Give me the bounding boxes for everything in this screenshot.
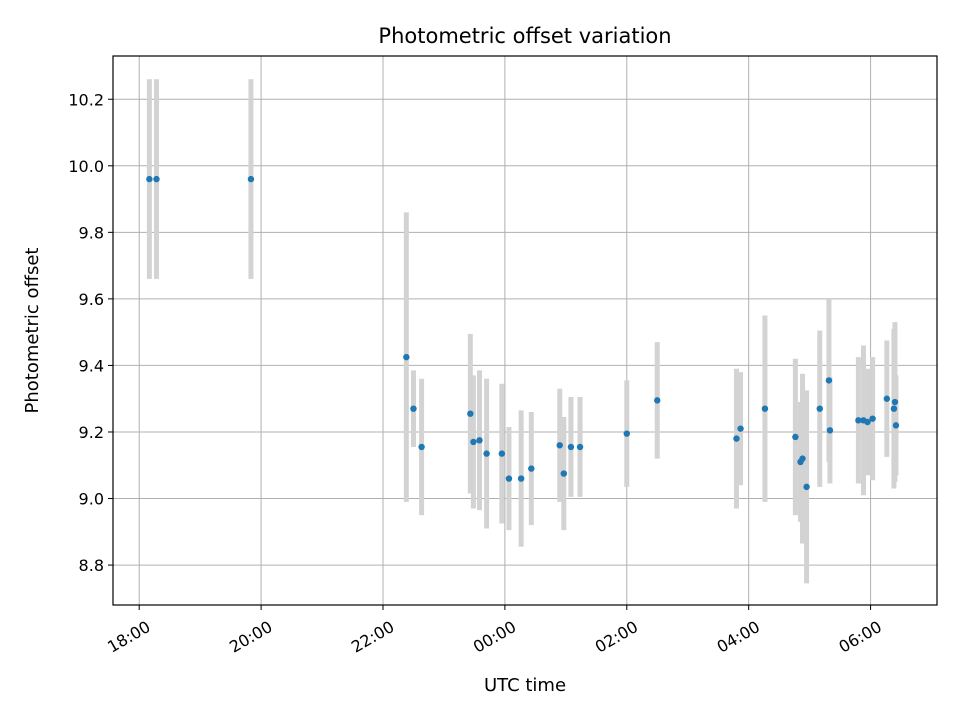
data-point xyxy=(567,443,575,451)
y-tick-label: 8.8 xyxy=(79,556,104,575)
data-point xyxy=(498,450,506,457)
data-point xyxy=(654,397,661,404)
data-point xyxy=(792,433,799,441)
grid xyxy=(113,56,937,605)
y-tick-label: 10.2 xyxy=(68,90,104,109)
data-point xyxy=(864,418,871,426)
y-tick-label: 9.0 xyxy=(79,490,104,509)
data-point xyxy=(476,437,483,444)
data-point xyxy=(892,422,900,429)
data-point xyxy=(883,395,891,402)
data-point xyxy=(560,470,568,477)
data-point xyxy=(247,175,255,183)
x-axis-label: UTC time xyxy=(484,675,566,696)
data-point xyxy=(505,475,513,482)
data-point xyxy=(410,405,417,412)
y-tick-label: 9.6 xyxy=(79,290,104,309)
data-point xyxy=(803,483,810,491)
data-point xyxy=(825,377,833,384)
data-point xyxy=(869,415,876,422)
y-tick-label: 9.8 xyxy=(79,223,104,242)
data-point xyxy=(826,427,834,434)
data-point xyxy=(816,405,823,412)
data-point xyxy=(891,398,899,406)
y-axis-label: Photometric offset xyxy=(22,248,43,414)
data-point xyxy=(528,465,535,472)
data-point xyxy=(556,442,563,449)
data-point xyxy=(737,425,744,432)
data-point xyxy=(623,430,630,437)
data-point xyxy=(890,405,898,412)
data-point xyxy=(576,443,584,451)
data-point xyxy=(146,175,153,183)
y-tick-label: 9.4 xyxy=(79,356,104,375)
data-point xyxy=(761,405,769,412)
data-point xyxy=(855,417,862,424)
data-point xyxy=(403,353,410,361)
data-point xyxy=(799,455,806,462)
data-point xyxy=(153,175,160,183)
data-point xyxy=(733,435,740,442)
data-point xyxy=(470,438,477,446)
y-tick-label: 9.2 xyxy=(79,423,104,442)
chart-title: Photometric offset variation xyxy=(378,24,671,48)
y-tick-label: 10.0 xyxy=(68,157,104,176)
data-point xyxy=(467,410,474,417)
data-point xyxy=(483,450,490,457)
plot-area-frame xyxy=(112,55,938,606)
data-point xyxy=(517,475,525,482)
data-point xyxy=(418,443,425,451)
data-points xyxy=(146,175,900,491)
